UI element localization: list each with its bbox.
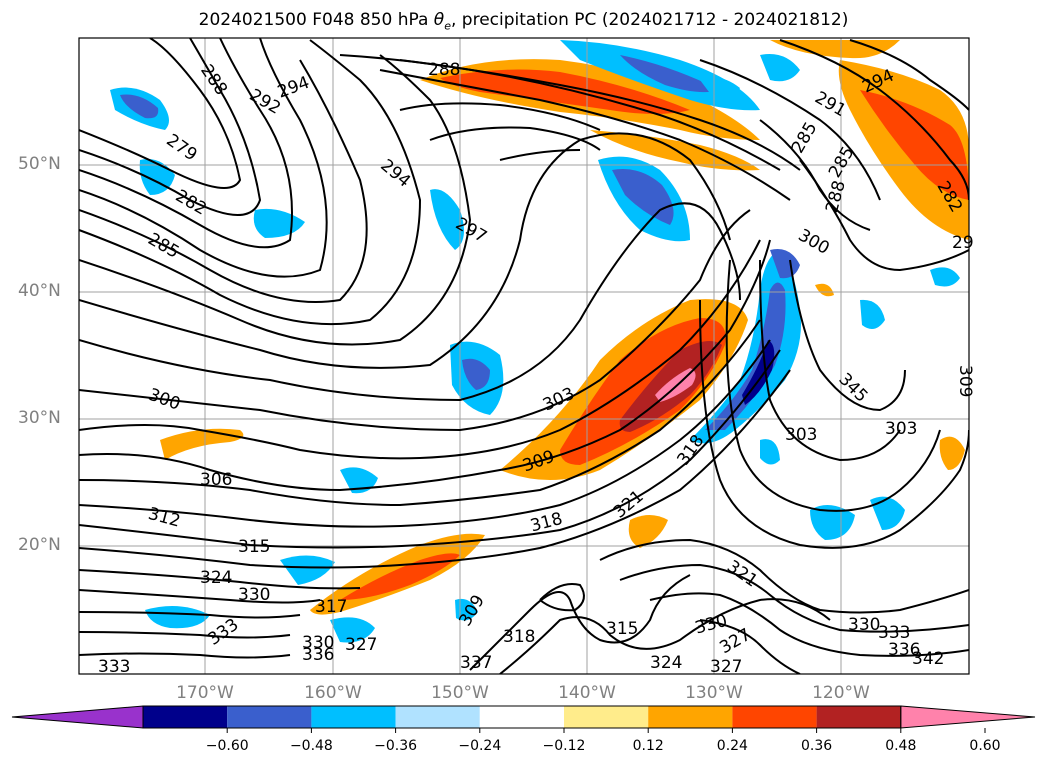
contour-label: 324 <box>200 568 232 588</box>
contour-label: 333 <box>98 657 130 677</box>
contour-label: 288 <box>428 60 460 80</box>
colorbar-segment <box>479 706 564 728</box>
contour-label: 303 <box>785 425 817 445</box>
precip-negative-area <box>280 555 335 585</box>
contour-label: 337 <box>460 653 492 673</box>
graticule <box>79 38 969 674</box>
colorbar-tick-label: 0.24 <box>716 738 748 754</box>
contour-label: 336 <box>888 640 920 660</box>
precip-negative-area <box>430 189 464 250</box>
lon-label-120w: 120°W <box>812 683 870 703</box>
contour-label: 342 <box>912 649 944 669</box>
colorbar-segment <box>816 706 901 728</box>
precip-positive-area <box>770 40 900 59</box>
precip-negative-area <box>455 598 478 621</box>
colorbar-segment <box>564 706 649 728</box>
lat-label-30n: 30°N <box>18 408 61 428</box>
precip-positive-area <box>860 90 969 200</box>
lon-label-130w: 130°W <box>685 683 743 703</box>
precip-negative-area <box>340 467 378 494</box>
contour-label: 336 <box>302 645 334 665</box>
colorbar-tick-label: 0.60 <box>969 738 1001 754</box>
colorbar-tick-label: 0.48 <box>885 738 917 754</box>
precip-negative-area <box>930 267 960 287</box>
colorbar-extension-min <box>11 705 144 729</box>
contour-label: 29 <box>952 233 974 253</box>
lon-label-140w: 140°W <box>558 683 616 703</box>
contour-label: 330 <box>848 615 880 635</box>
precip-negative-area <box>870 496 905 530</box>
contour-label: 303 <box>885 419 917 439</box>
colorbar <box>11 705 1036 733</box>
lon-label-150w: 150°W <box>431 683 489 703</box>
colorbar-tick-label: −0.12 <box>542 738 586 754</box>
colorbar-extension-max <box>900 705 1036 729</box>
contour-label: 330 <box>238 585 270 605</box>
colorbar-tick-label: −0.60 <box>205 738 249 754</box>
colorbar-frame <box>142 705 902 729</box>
map-figure: 288 292 294 279 282 285 294 297 288 291 … <box>78 37 975 677</box>
lat-label-40n: 40°N <box>18 281 61 301</box>
colorbar-tick-label: −0.48 <box>289 738 333 754</box>
theta-e-contours <box>79 38 969 674</box>
contour-label: 309 <box>955 365 975 397</box>
precip-positive-area <box>939 436 965 470</box>
precip-negative-area <box>742 340 775 405</box>
precip-negative-area <box>145 606 210 629</box>
colorbar-tick-label: −0.36 <box>374 738 418 754</box>
lat-label-20n: 20°N <box>18 535 61 555</box>
contour-label: 318 <box>503 627 535 647</box>
contour-label: 317 <box>315 597 347 617</box>
contour-label: 315 <box>606 619 638 639</box>
precip-negative-area <box>810 505 855 540</box>
precip-negative-area <box>700 77 740 100</box>
colorbar-tick-label: 0.12 <box>632 738 664 754</box>
contour-label: 306 <box>200 470 232 490</box>
precip-negative-area <box>620 55 720 93</box>
precip-negative-area <box>760 54 800 82</box>
colorbar-segment <box>732 706 817 728</box>
precip-positive-area <box>160 428 244 460</box>
precip-positive-area <box>340 553 460 600</box>
precip-negative-area <box>120 94 159 119</box>
contour-label: 333 <box>878 623 910 643</box>
precip-positive-area <box>440 69 690 114</box>
map-background <box>79 38 969 674</box>
figure-title: 2024021500 F048 850 hPa θe, precipitatio… <box>198 10 849 33</box>
colorbar-segment <box>311 706 396 728</box>
map-frame <box>78 37 970 675</box>
colorbar-segments <box>11 705 1036 729</box>
lon-label-170w: 170°W <box>176 683 234 703</box>
precip-negative-area <box>760 439 780 465</box>
colorbar-tick-label: 0.36 <box>801 738 833 754</box>
contour-label: 315 <box>238 537 270 557</box>
precip-positive-area <box>628 515 668 548</box>
precip-positive-area <box>815 283 834 297</box>
contour-label: 327 <box>710 657 742 677</box>
colorbar-tick-label: −0.24 <box>458 738 502 754</box>
precip-negative-area <box>705 282 786 430</box>
precip-negative-area <box>860 299 885 329</box>
colorbar-tick-marks <box>226 728 986 733</box>
precip-negative-area <box>330 617 375 643</box>
colorbar-segment <box>227 706 312 728</box>
colorbar-segment <box>143 706 228 728</box>
precip-negative-area <box>462 358 490 390</box>
colorbar-segment <box>648 706 733 728</box>
contour-label: 327 <box>345 635 377 655</box>
lon-label-160w: 160°W <box>304 683 362 703</box>
lat-label-50n: 50°N <box>18 154 61 174</box>
colorbar-segment <box>395 706 480 728</box>
contour-label: 324 <box>650 653 682 673</box>
contour-label: 330 <box>302 633 334 653</box>
